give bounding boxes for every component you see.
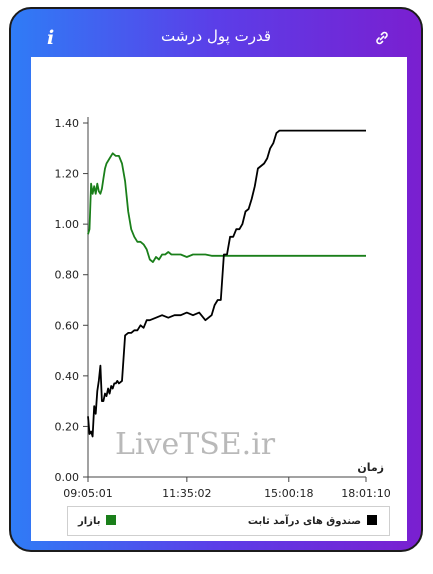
y-tick-label: 1.40 [55, 117, 80, 130]
chart-card: قدرت پول درشت i 0.00 0.20 0.40 0.60 0.80 1.00… [9, 7, 423, 552]
y-tick-label: 0.80 [55, 269, 80, 282]
link-icon[interactable] [374, 30, 390, 50]
y-tick-label: 1.20 [55, 168, 80, 181]
legend-swatch-fund [367, 515, 377, 525]
legend-item-fund[interactable]: صندوق های درآمد ثابت [248, 515, 377, 527]
y-tick-label: 0.20 [55, 420, 80, 433]
x-tick-label: 15:00:18 [264, 487, 313, 500]
x-tick-label: 11:35:02 [162, 487, 211, 500]
line-chart: 0.00 0.20 0.40 0.60 0.80 1.00 1.20 1.40 09:05:0… [55, 117, 391, 500]
legend-swatch-market [106, 515, 117, 525]
legend-label-market: بازار [78, 516, 101, 527]
chart-panel: 0.00 0.20 0.40 0.60 0.80 1.00 1.20 1.40 09:05:0… [31, 57, 407, 541]
legend-item-market[interactable]: بازار [78, 515, 117, 527]
series-layer [87, 129, 366, 438]
series-line-market [87, 152, 366, 263]
x-tick-label: 09:05:01 [63, 487, 112, 500]
y-tick-label: 0.00 [55, 471, 80, 484]
x-axis: 09:05:01 11:35:02 15:00:18 18:01:10 [63, 476, 391, 500]
x-axis-label: زمان [357, 461, 384, 474]
y-tick-label: 0.40 [55, 370, 80, 383]
page-title: قدرت پول درشت [161, 27, 271, 45]
series-line-fund [87, 129, 366, 438]
legend-label-fund: صندوق های درآمد ثابت [247, 516, 361, 527]
legend: صندوق های درآمد ثابت بازار [67, 506, 390, 536]
y-tick-label: 0.60 [55, 319, 80, 332]
watermark: LiveTSE.ir [115, 427, 276, 462]
y-axis: 0.00 0.20 0.40 0.60 0.80 1.00 1.20 1.40 [55, 117, 89, 484]
info-icon[interactable]: i [47, 27, 55, 49]
x-tick-label: 18:01:10 [341, 487, 390, 500]
y-tick-label: 1.00 [55, 218, 80, 231]
